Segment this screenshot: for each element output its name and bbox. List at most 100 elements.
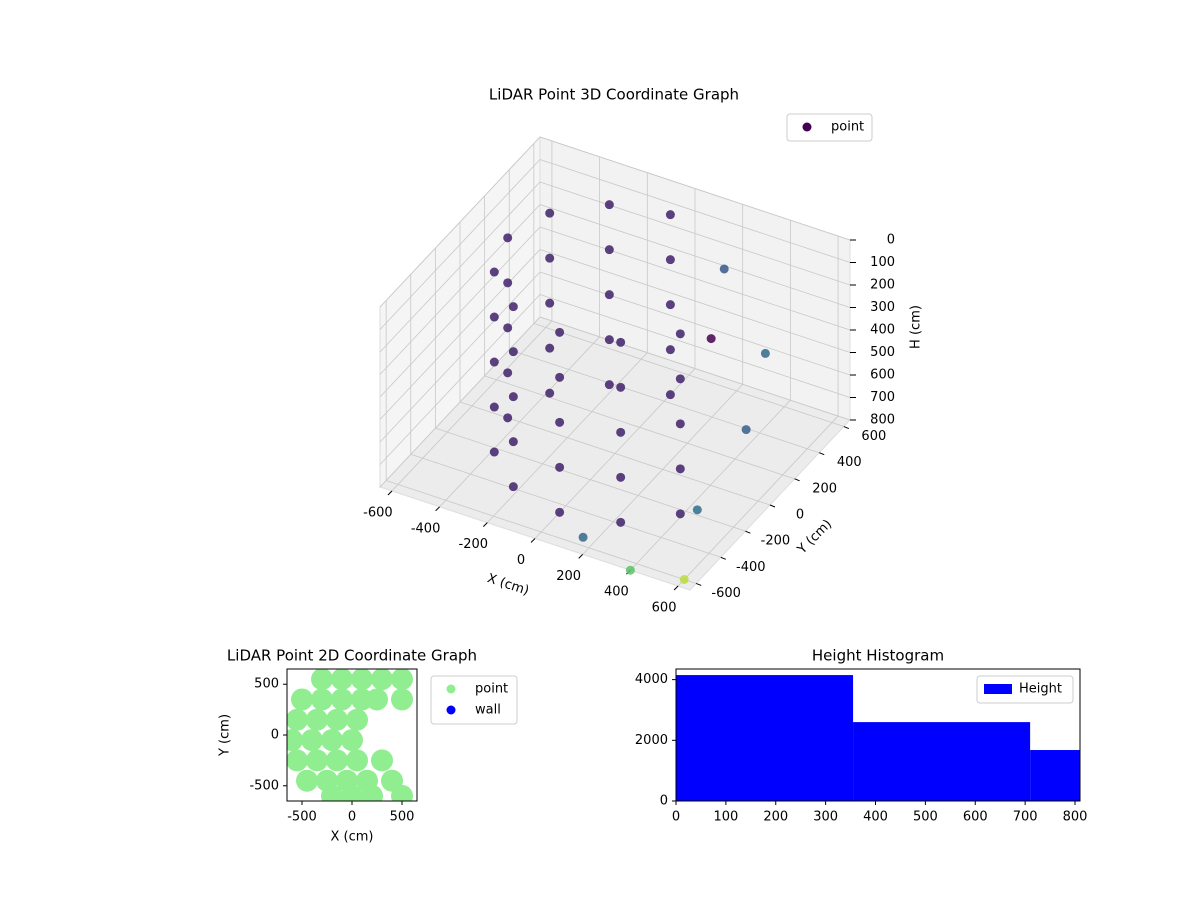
x-axis-label: X (cm) [331,830,374,845]
y-tick [695,582,702,586]
point [675,509,685,519]
point [545,343,555,353]
point [489,267,499,277]
point [604,335,614,345]
grid-line [379,294,541,465]
point [665,255,675,265]
chart-title: LiDAR Point 2D Coordinate Graph [227,647,477,665]
x-axis-label: X (cm) [485,571,531,599]
point [555,507,565,517]
grid-line [379,159,541,330]
point [665,300,675,310]
point [760,348,770,358]
grid-line [484,375,795,480]
point [291,688,313,711]
point [545,388,555,398]
point [675,419,685,429]
point [371,669,393,691]
y-tick-label: -500 [249,778,279,793]
point [311,669,333,691]
x-tick-label: -500 [287,810,317,825]
point [287,749,308,772]
x-tick-label: 400 [863,810,888,825]
point [326,749,348,772]
point [545,298,555,308]
y-tick [843,426,850,430]
point [301,729,323,752]
x-tick-label: -400 [411,521,441,536]
y-axis-label: Y (cm) [218,714,233,757]
y-tick [720,556,726,560]
point [604,245,614,255]
z-tick-label: 700 [870,390,895,405]
grid-line [539,249,851,353]
y-tick-label: 2000 [635,733,668,748]
y-tick [819,452,825,456]
x-tick-label: 300 [813,810,838,825]
point [508,482,518,492]
legend-label: point [475,682,508,697]
plot-area [287,669,413,801]
x-tick-label: 500 [390,810,415,825]
point [545,208,555,218]
legend-frame [976,675,1074,704]
x-tick-label: 600 [963,810,988,825]
x-tick-label: 0 [672,810,680,825]
point [503,368,513,378]
point [371,749,393,772]
point [331,688,353,711]
grid-line [386,480,697,584]
point [555,372,565,382]
point [665,390,675,400]
y-tick-label: -400 [736,560,766,575]
grid-line [539,136,851,241]
point [321,784,343,801]
point [665,210,675,220]
point [578,532,588,542]
point [503,323,513,333]
z-tick-label: 200 [870,278,895,293]
point [665,345,675,355]
point [346,749,368,772]
point [321,729,343,752]
point [625,565,635,575]
grid-line [379,271,541,443]
point [489,312,499,322]
z-tick-label: 600 [870,368,895,383]
z-tick-label: 100 [870,255,895,270]
y-tick-label: 0 [796,508,804,523]
point [503,278,513,288]
point [346,708,368,731]
point [741,425,751,435]
x-tick-label: 200 [556,569,581,584]
point [391,784,413,801]
point [675,464,685,474]
point [616,382,626,392]
y-tick-label: -600 [711,586,741,601]
point [306,708,328,731]
y-tick [745,530,751,534]
point [489,357,499,367]
point [287,729,303,752]
point [555,327,565,337]
grid-line [539,226,851,331]
point [391,669,413,691]
chart-title: Height Histogram [812,647,944,665]
point [489,402,499,412]
point [679,575,689,584]
point [391,688,413,711]
x-tick [482,522,488,528]
z-tick-label: 800 [870,413,895,428]
legend-label: wall [475,703,501,718]
grid-line [379,136,541,308]
y-tick-label: 0 [660,794,668,809]
point [692,505,702,515]
grid-line [539,204,851,308]
grid-line [379,249,541,420]
point [341,729,363,752]
grid-line [539,181,851,286]
x-tick-label: -200 [459,537,489,552]
point [341,784,363,801]
grid-line [539,159,851,263]
